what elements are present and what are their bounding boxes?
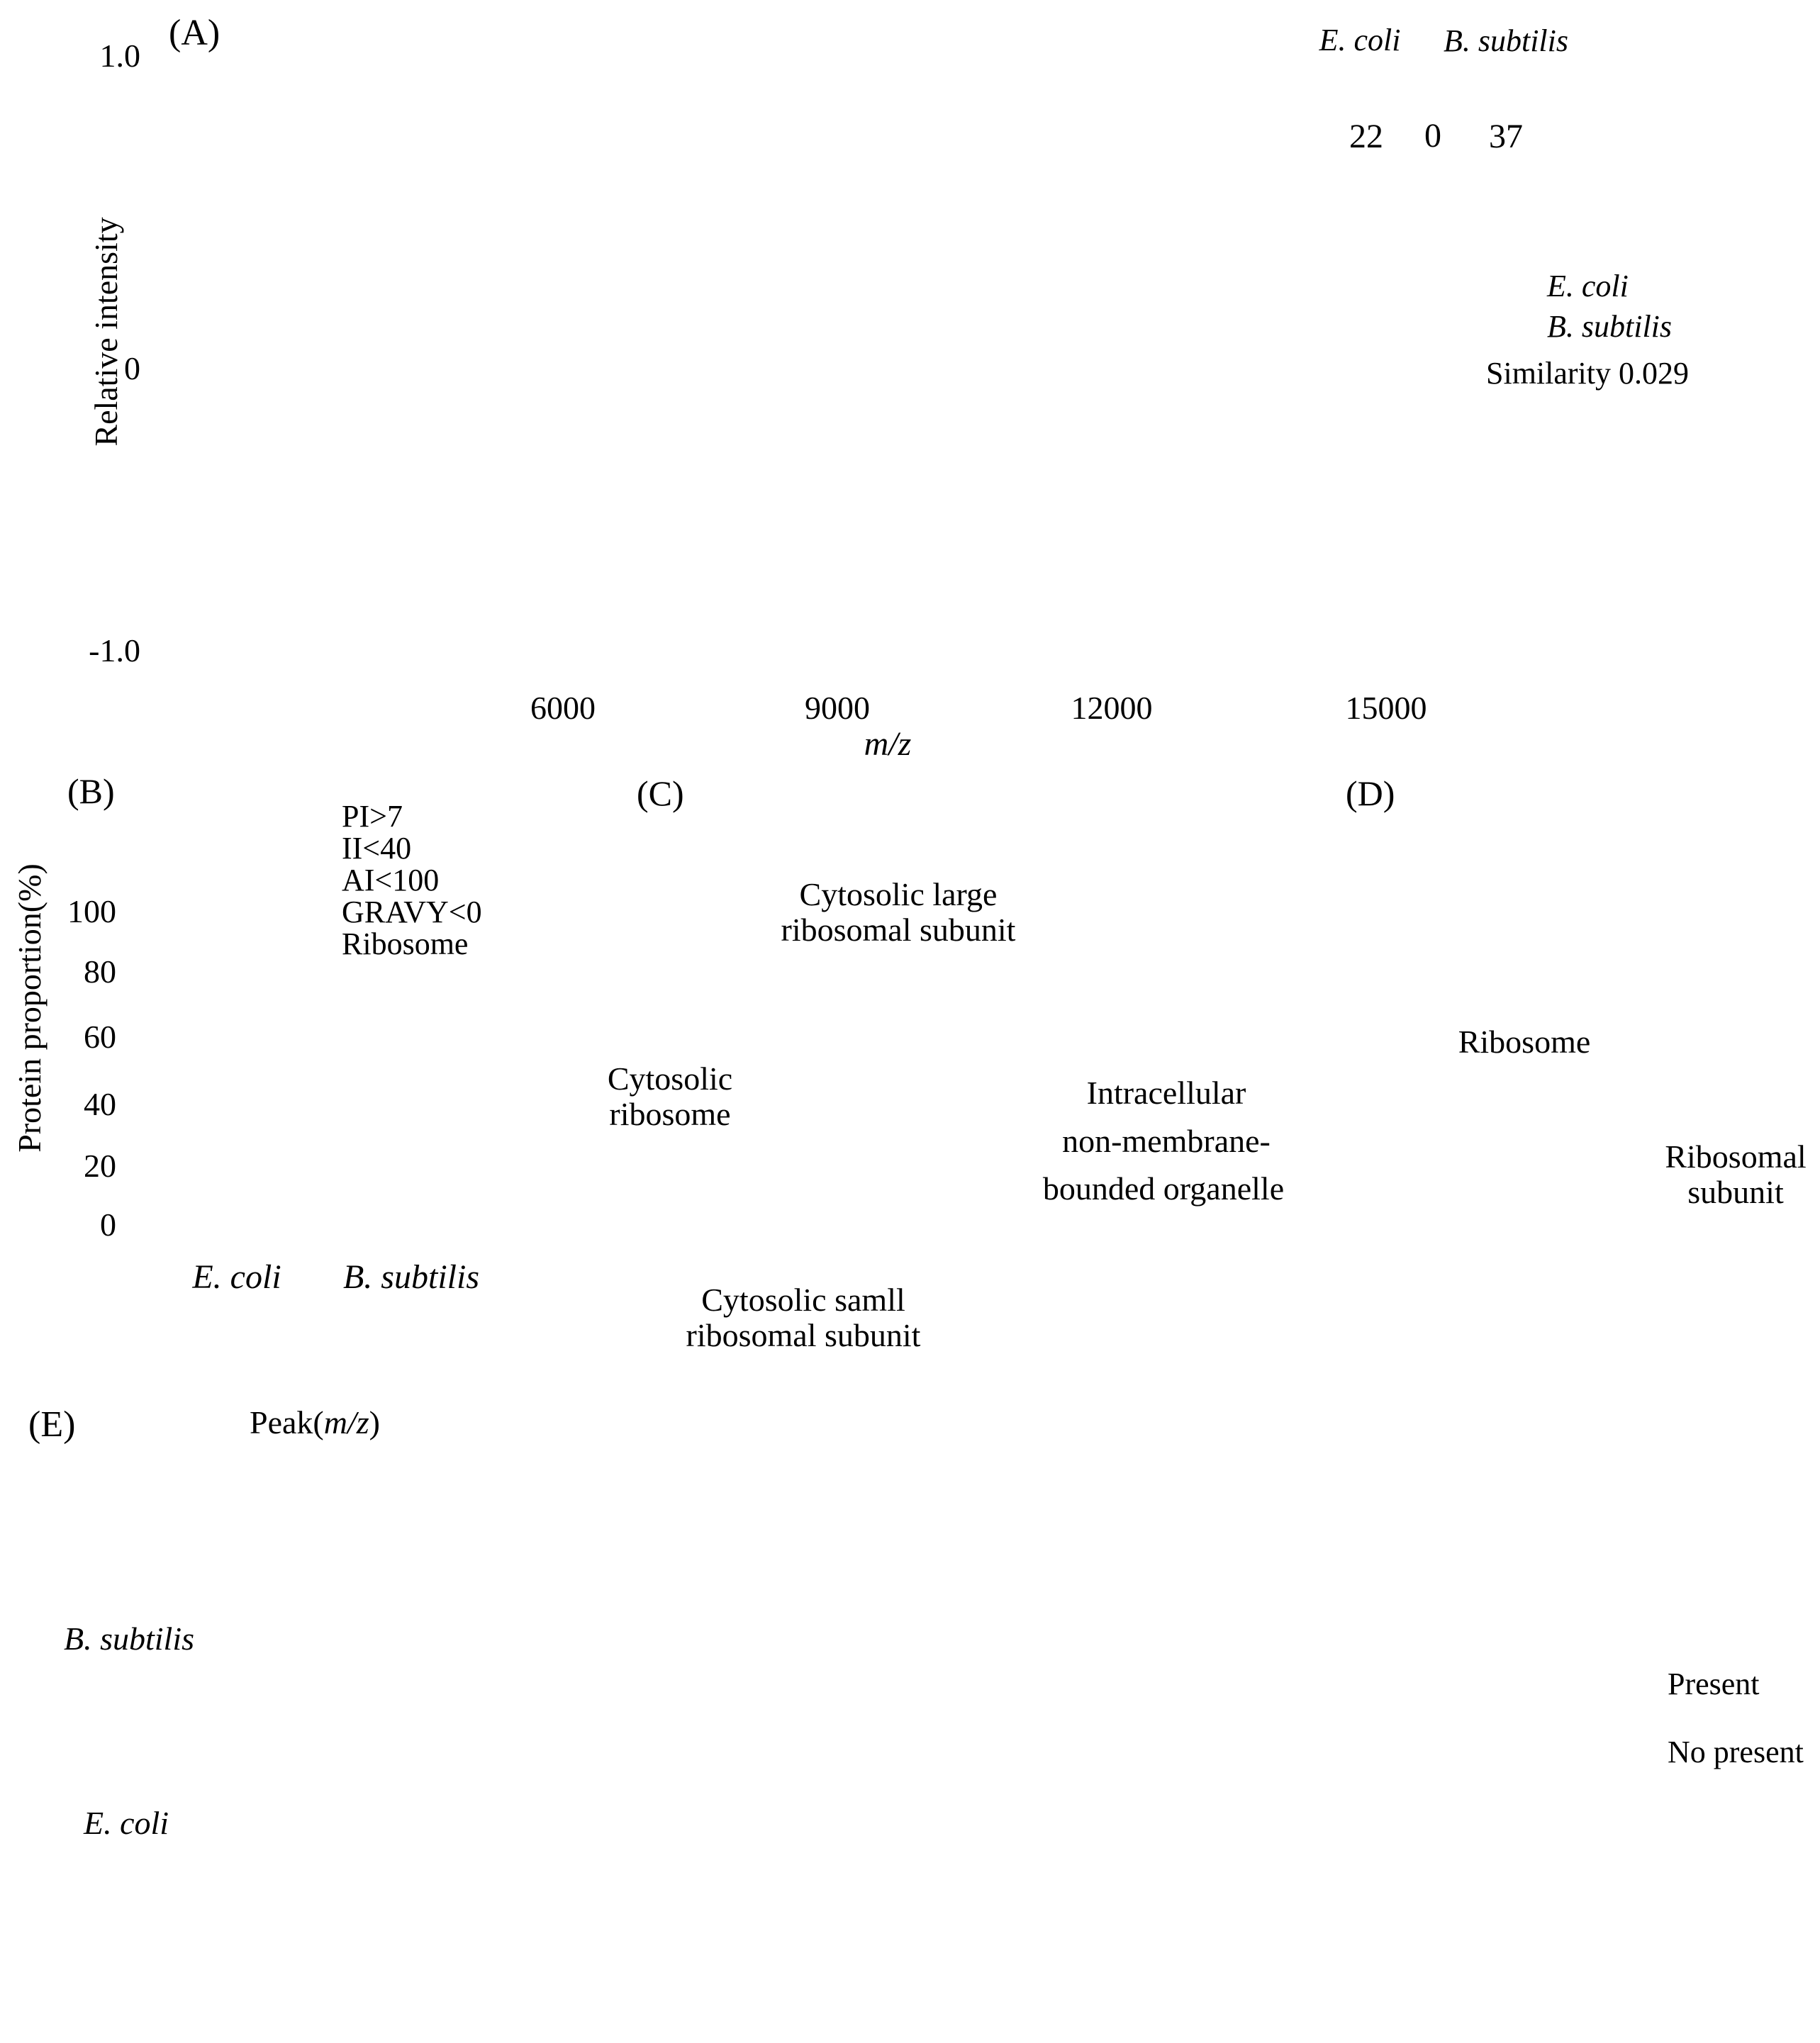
- peak-mz-prefix: Peak(: [250, 1404, 324, 1440]
- heatmap-legend-present: Present: [1668, 1666, 1760, 1701]
- venn-right-count: 37: [1489, 117, 1523, 155]
- panel-b-cat-bsubtilis: B. subtilis: [342, 1258, 480, 1296]
- legend-gravy: GRAVY<0: [342, 894, 482, 929]
- hub-organelle-label-1: Intracellular: [1086, 1074, 1246, 1111]
- legend-bsubtilis-label: B. subtilis: [1547, 308, 1673, 344]
- panel-a-ytick-neg1: -1.0: [89, 632, 140, 668]
- panel-a-letter: (A): [169, 13, 220, 53]
- legend-ecoli-label: E. coli: [1547, 268, 1629, 303]
- panel-b-ylabel: Protein proportion(%): [11, 863, 48, 1153]
- panel-b-ytick-20: 20: [84, 1147, 116, 1184]
- panel-d-letter: (D): [1346, 773, 1395, 813]
- legend-ai100: AI<100: [342, 862, 440, 897]
- panel-b-ytick-100: 100: [67, 892, 116, 929]
- panel-b-ytick-80: 80: [84, 953, 116, 990]
- panel-a-xtick-15000: 15000: [1345, 690, 1427, 726]
- hub-ribosome-d-label: Ribosome: [1458, 1023, 1591, 1060]
- legend-ribosome: Ribosome: [342, 926, 469, 961]
- panel-a-ytick-1: 1.0: [99, 37, 141, 74]
- panel-c-letter: (C): [637, 773, 684, 813]
- hub-ribosome-label-1: Cytosolic: [607, 1060, 733, 1097]
- row-cluster-bsubtilis: B. subtilis: [64, 1620, 195, 1657]
- similarity-note: Similarity 0.029: [1486, 355, 1689, 391]
- hub-subunit-label-2: subunit: [1687, 1173, 1784, 1210]
- hub-large-label-2: ribosomal subunit: [781, 911, 1016, 948]
- row-cluster-ecoli: E. coli: [84, 1804, 169, 1841]
- peak-mz-suffix: ): [369, 1404, 380, 1440]
- panel-b-ytick-60: 60: [84, 1018, 116, 1055]
- venn-right-label: B. subtilis: [1443, 23, 1569, 58]
- hub-organelle-label-3: bounded organelle: [1042, 1170, 1285, 1207]
- panel-a-ytick-0: 0: [124, 349, 140, 386]
- panel-a-ylabel: Relative intensity: [87, 217, 124, 447]
- peak-mz-italic: m/z: [323, 1404, 369, 1440]
- panel-b-cat-ecoli: E. coli: [192, 1258, 281, 1296]
- hub-small-label-2: ribosomal subunit: [686, 1316, 921, 1353]
- venn-left-label: E. coli: [1319, 22, 1401, 57]
- panel-a-xlabel: m/z: [864, 724, 912, 763]
- venn-left-count: 22: [1349, 117, 1383, 155]
- legend-pi7: PI>7: [342, 798, 403, 834]
- hub-ribosome-label-2: ribosome: [609, 1095, 731, 1132]
- heatmap-legend-nopresent: No present: [1668, 1734, 1804, 1769]
- panel-b-letter: (B): [67, 771, 115, 811]
- panel-a-xtick-6000: 6000: [530, 690, 596, 726]
- panel-b-ytick-0: 0: [100, 1206, 116, 1243]
- hub-large-label-1: Cytosolic large: [799, 875, 998, 912]
- legend-ii40: II<40: [342, 830, 412, 866]
- venn-overlap-count: 0: [1424, 116, 1441, 155]
- hub-small-label-1: Cytosolic samll: [701, 1281, 905, 1318]
- hub-subunit-label-1: Ribosomal: [1665, 1138, 1807, 1175]
- hub-organelle-label-2: non-membrane-: [1062, 1122, 1271, 1159]
- panel-a-xtick-12000: 12000: [1071, 690, 1153, 726]
- peak-mz-heading: Peak(m/z): [250, 1404, 380, 1440]
- panel-e-letter: (E): [28, 1404, 76, 1445]
- panel-b-ytick-40: 40: [84, 1085, 116, 1122]
- panel-a-xtick-9000: 9000: [805, 690, 870, 726]
